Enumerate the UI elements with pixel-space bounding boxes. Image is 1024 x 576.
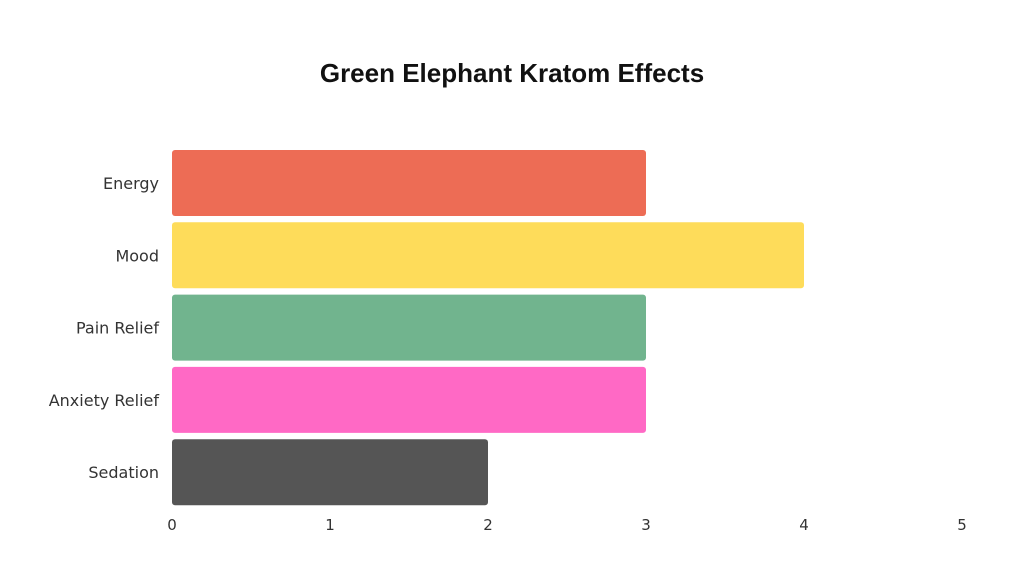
- x-tick-label: 3: [641, 516, 651, 534]
- x-tick-label: 4: [799, 516, 809, 534]
- category-label-energy: Energy: [103, 174, 159, 193]
- x-tick-label: 0: [167, 516, 177, 534]
- chart-title: Green Elephant Kratom Effects: [319, 58, 705, 88]
- bars-group: [172, 150, 804, 506]
- x-tick-label: 2: [483, 516, 493, 534]
- x-tick-label: 5: [957, 516, 967, 534]
- x-axis-ticks: 0 1 2 3 4 5: [167, 516, 967, 534]
- bar-sedation: [172, 439, 488, 506]
- bar-pain-relief: [172, 294, 646, 361]
- bar-energy: [172, 150, 646, 216]
- bar-mood: [172, 222, 804, 289]
- category-label-pain-relief: Pain Relief: [76, 319, 159, 338]
- category-labels: Energy Mood Pain Relief Anxiety Relief Sedat…: [49, 174, 160, 482]
- category-label-anxiety-relief: Anxiety Relief: [49, 391, 160, 410]
- category-label-sedation: Sedation: [88, 463, 159, 482]
- x-tick-label: 1: [325, 516, 335, 534]
- bar-anxiety-relief: [172, 366, 646, 433]
- category-label-mood: Mood: [115, 246, 159, 265]
